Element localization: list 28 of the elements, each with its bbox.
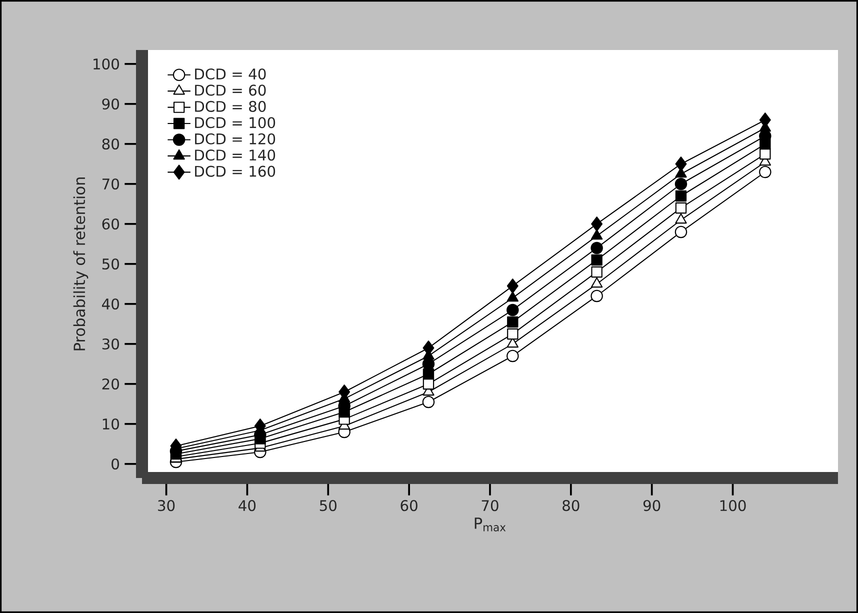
x-axis-title: P$_{max}$ bbox=[474, 518, 506, 532]
y-tick-label: 50 bbox=[102, 258, 119, 270]
x-tick-label: 40 bbox=[238, 500, 256, 512]
x-tick-label: 80 bbox=[562, 500, 580, 512]
y-tick-label: 90 bbox=[102, 98, 119, 110]
y-tick-label: 30 bbox=[102, 338, 119, 350]
y-tick-label: 80 bbox=[102, 138, 119, 150]
legend-label: DCD = 120 bbox=[195, 133, 276, 144]
x-tick-label: 50 bbox=[320, 500, 336, 512]
x-tick-label: 30 bbox=[158, 500, 175, 512]
y-tick-label: 60 bbox=[102, 218, 119, 230]
legend-label: DCD = 160 bbox=[195, 166, 276, 177]
y-tick-label: 20 bbox=[102, 378, 119, 390]
legend-label: DCD = 80 bbox=[195, 100, 266, 112]
y-tick-label: 10 bbox=[102, 418, 119, 430]
y-tick-label: 0 bbox=[112, 458, 119, 470]
legend-label: DCD = 40 bbox=[195, 68, 266, 80]
legend-label: DCD = 100 bbox=[195, 117, 276, 128]
y-axis-title: Probability of retention bbox=[73, 178, 88, 350]
legend-label: DCD = 140 bbox=[195, 150, 276, 161]
y-tick-label: 70 bbox=[102, 178, 119, 190]
legend-label: DCD = 60 bbox=[195, 84, 266, 96]
x-tick-label: 60 bbox=[400, 500, 418, 512]
x-tick-label: 100 bbox=[720, 500, 746, 512]
y-tick-label: 100 bbox=[94, 58, 119, 70]
y-tick-label: 40 bbox=[102, 298, 119, 310]
x-tick-label: 90 bbox=[643, 500, 660, 512]
x-tick-label: 70 bbox=[482, 500, 498, 512]
